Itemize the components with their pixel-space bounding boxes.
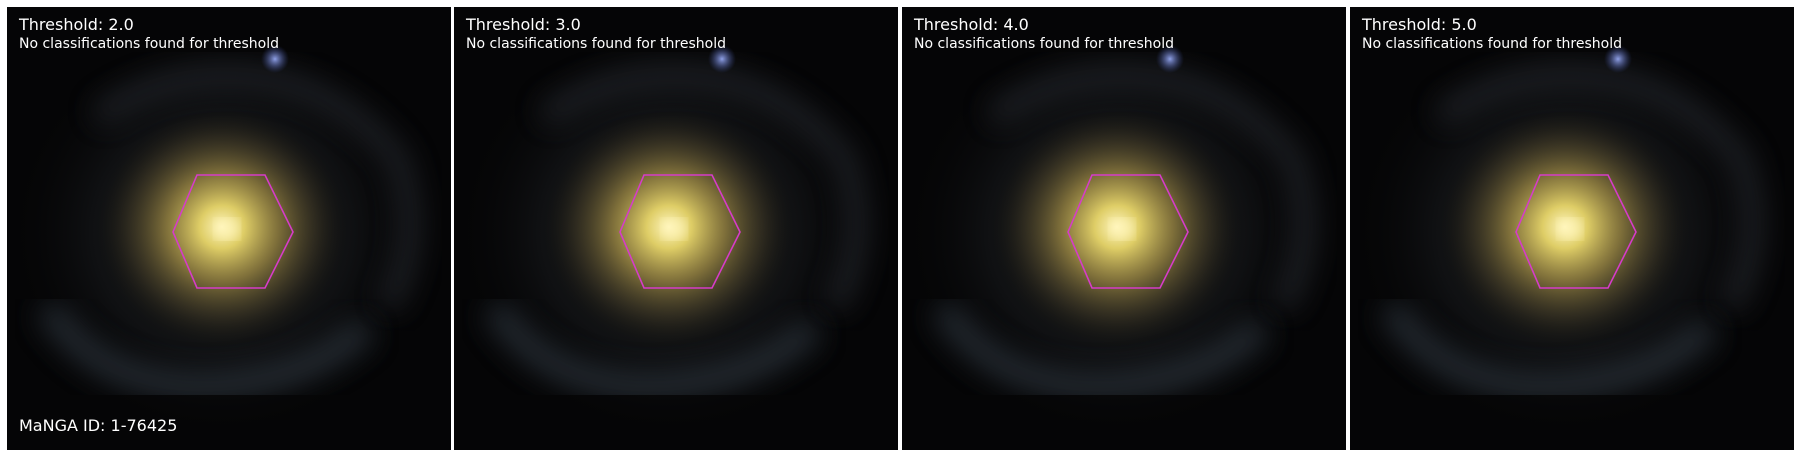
threshold-label: Threshold: 4.0 — [914, 15, 1029, 34]
hexagon-marker — [619, 174, 741, 289]
threshold-label: Threshold: 2.0 — [19, 15, 134, 34]
no-classification-message: No classifications found for threshold — [466, 36, 726, 52]
hexagon-marker — [1515, 174, 1637, 289]
manga-id-label: MaNGA ID: 1-76425 — [19, 416, 178, 435]
threshold-label: Threshold: 3.0 — [466, 15, 581, 34]
hexagon-marker — [1067, 174, 1189, 289]
hexagon-marker — [172, 174, 294, 289]
image-panel-3: Threshold: 4.0 No classifications found … — [902, 7, 1346, 450]
image-panel-4: Threshold: 5.0 No classifications found … — [1350, 7, 1794, 450]
galaxy-image — [7, 7, 451, 450]
no-classification-message: No classifications found for threshold — [914, 36, 1174, 52]
galaxy-image — [454, 7, 898, 450]
galaxy-image — [1350, 7, 1794, 450]
image-panel-1: Threshold: 2.0 No classifications found … — [7, 7, 451, 450]
no-classification-message: No classifications found for threshold — [19, 36, 279, 52]
galaxy-image — [902, 7, 1346, 450]
image-panel-2: Threshold: 3.0 No classifications found … — [454, 7, 898, 450]
no-classification-message: No classifications found for threshold — [1362, 36, 1622, 52]
threshold-label: Threshold: 5.0 — [1362, 15, 1477, 34]
